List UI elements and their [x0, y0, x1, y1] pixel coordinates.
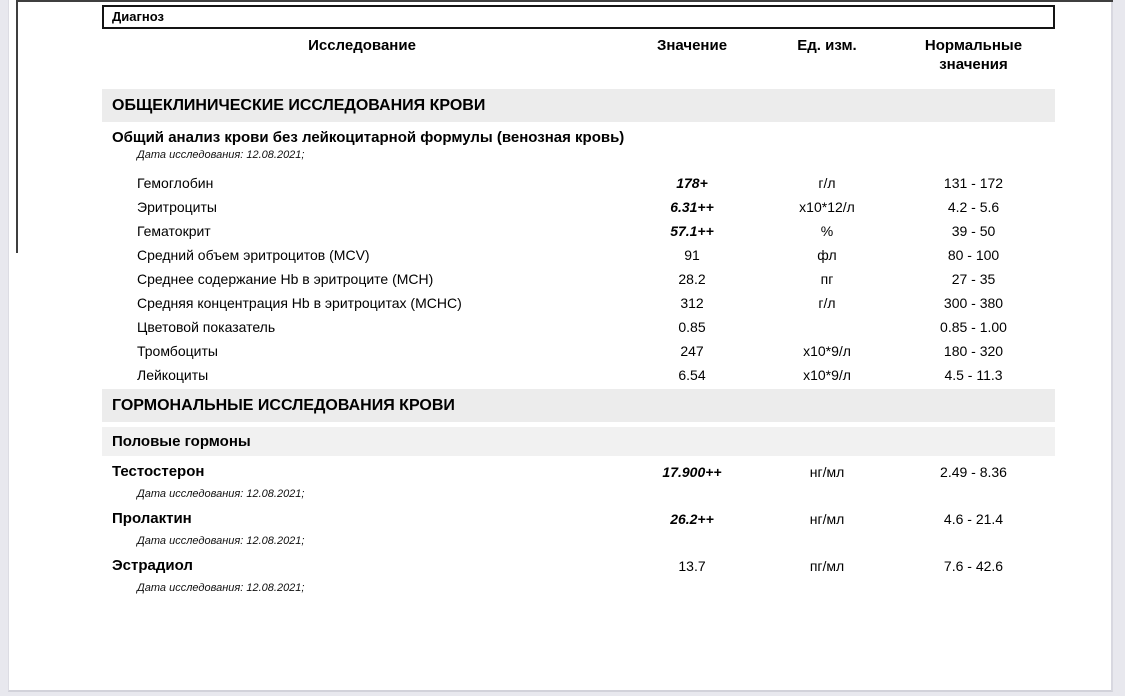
test-normal-range: 27 - 35 — [951, 270, 996, 287]
subsection-title: Половые гормоны — [112, 432, 251, 450]
section-header-general-blood: ОБЩЕКЛИНИЧЕСКИЕ ИССЛЕДОВАНИЯ КРОВИ — [102, 88, 1055, 122]
test-value: 26.2++ — [670, 510, 714, 527]
test-name: Эритроциты — [137, 198, 217, 215]
test-normal-range: 180 - 320 — [943, 342, 1004, 359]
column-header-value: Значение — [656, 37, 728, 54]
test-unit — [762, 315, 892, 339]
test-unit: г/л — [818, 174, 836, 191]
test-name: Средняя концентрация Hb в эритроцитах (M… — [137, 294, 462, 311]
column-header-unit: Ед. изм. — [797, 37, 857, 54]
test-name: Среднее содержание Hb в эритроците (MCH) — [137, 270, 434, 287]
test-normal-range: 39 - 50 — [951, 222, 996, 239]
table-row: Гематокрит 57.1++ % 39 - 50 — [102, 219, 1055, 243]
test-normal-range: 2.49 - 8.36 — [940, 463, 1007, 480]
table-row: Средняя концентрация Hb в эритроцитах (M… — [102, 291, 1055, 315]
test-name: Эстрадиол — [112, 556, 193, 574]
test-unit: нг/мл — [809, 510, 845, 527]
test-value: 6.31++ — [670, 198, 714, 215]
results-table: Гемоглобин 178+ г/л 131 - 172 Эритроциты… — [102, 171, 1055, 387]
test-unit: х10*9/л — [803, 366, 851, 383]
test-value: 57.1++ — [670, 222, 714, 239]
study-date: Дата исследования: 12.08.2021; — [137, 487, 305, 500]
table-row: Тромбоциты 247 х10*9/л 180 - 320 — [102, 339, 1055, 363]
test-name: Гематокрит — [137, 222, 211, 239]
test-normal-range: 0.85 - 1.00 — [940, 318, 1007, 335]
test-unit: г/л — [818, 294, 836, 311]
table-row: Среднее содержание Hb в эритроците (MCH)… — [102, 267, 1055, 291]
section-header-hormonal-blood: ГОРМОНАЛЬНЫЕ ИССЛЕДОВАНИЯ КРОВИ — [102, 388, 1055, 422]
test-value: 17.900++ — [662, 463, 722, 480]
test-normal-range: 4.5 - 11.3 — [944, 366, 1003, 383]
test-normal-range: 300 - 380 — [943, 294, 1004, 311]
report-content: Диагноз Исследование Значение Ед. изм. Н… — [102, 0, 1055, 602]
column-header-normal-label: Нормальные значения — [924, 37, 1023, 73]
study-date: Дата исследования: 12.08.2021; — [137, 534, 305, 547]
test-value: 312 — [680, 294, 704, 311]
table-row: Цветовой показатель 0.85 0.85 - 1.00 — [102, 315, 1055, 339]
test-unit: % — [820, 222, 834, 239]
table-row: Лейкоциты 6.54 х10*9/л 4.5 - 11.3 — [102, 363, 1055, 387]
table-header-row: Исследование Значение Ед. изм. Нормальны… — [102, 37, 1055, 75]
test-name: Гемоглобин — [137, 174, 214, 191]
test-value: 28.2 — [678, 270, 706, 287]
table-row: Средний объем эритроцитов (MCV) 91 фл 80… — [102, 243, 1055, 267]
test-value: 0.85 — [678, 318, 706, 335]
test-value: 13.7 — [678, 557, 706, 574]
top-border-rule — [16, 0, 1113, 2]
test-value: 6.54 — [678, 366, 706, 383]
test-name: Тромбоциты — [137, 342, 218, 359]
study-date: Дата исследования: 12.08.2021; — [137, 581, 305, 594]
test-group-title: Общий анализ крови без лейкоцитарной фор… — [112, 128, 625, 146]
diagnosis-fieldset[interactable]: Диагноз — [102, 5, 1055, 29]
test-name: Цветовой показатель — [137, 318, 276, 335]
hormone-test-row: Тестостерон 17.900++ нг/мл 2.49 - 8.36 Д… — [102, 461, 1055, 500]
test-unit: пг/мл — [809, 557, 845, 574]
test-name: Средний объем эритроцитов (MCV) — [137, 246, 370, 263]
test-unit: пг — [820, 270, 834, 287]
test-normal-range: 4.6 - 21.4 — [943, 510, 1004, 527]
test-name: Тестостерон — [112, 462, 205, 480]
hormone-test-row: Пролактин 26.2++ нг/мл 4.6 - 21.4 Дата и… — [102, 508, 1055, 547]
column-header-study: Исследование — [308, 37, 416, 54]
test-normal-range: 4.2 - 5.6 — [947, 198, 1000, 215]
test-unit: нг/мл — [809, 463, 845, 480]
section-title: ОБЩЕКЛИНИЧЕСКИЕ ИССЛЕДОВАНИЯ КРОВИ — [112, 96, 486, 114]
test-normal-range: 80 - 100 — [947, 246, 1000, 263]
section-title: ГОРМОНАЛЬНЫЕ ИССЛЕДОВАНИЯ КРОВИ — [112, 396, 455, 414]
test-unit: фл — [817, 246, 837, 263]
study-date: Дата исследования: 12.08.2021; — [137, 148, 305, 161]
test-name: Лейкоциты — [137, 366, 209, 383]
left-border-rule — [16, 0, 18, 253]
test-value: 247 — [680, 342, 704, 359]
test-normal-range: 131 - 172 — [943, 174, 1004, 191]
column-header-normal: Нормальные значения — [892, 37, 1055, 75]
test-unit: х10*12/л — [799, 198, 855, 215]
test-unit: х10*9/л — [803, 342, 851, 359]
test-value: 91 — [684, 246, 700, 263]
table-row: Эритроциты 6.31++ х10*12/л 4.2 - 5.6 — [102, 195, 1055, 219]
diagnosis-label: Диагноз — [112, 9, 164, 24]
test-name: Пролактин — [112, 509, 192, 527]
subsection-header-sex-hormones: Половые гормоны — [102, 426, 1055, 456]
test-normal-range: 7.6 - 42.6 — [943, 557, 1004, 574]
hormone-test-row: Эстрадиол 13.7 пг/мл 7.6 - 42.6 Дата исс… — [102, 555, 1055, 594]
test-value: 178+ — [676, 174, 708, 191]
table-row: Гемоглобин 178+ г/л 131 - 172 — [102, 171, 1055, 195]
